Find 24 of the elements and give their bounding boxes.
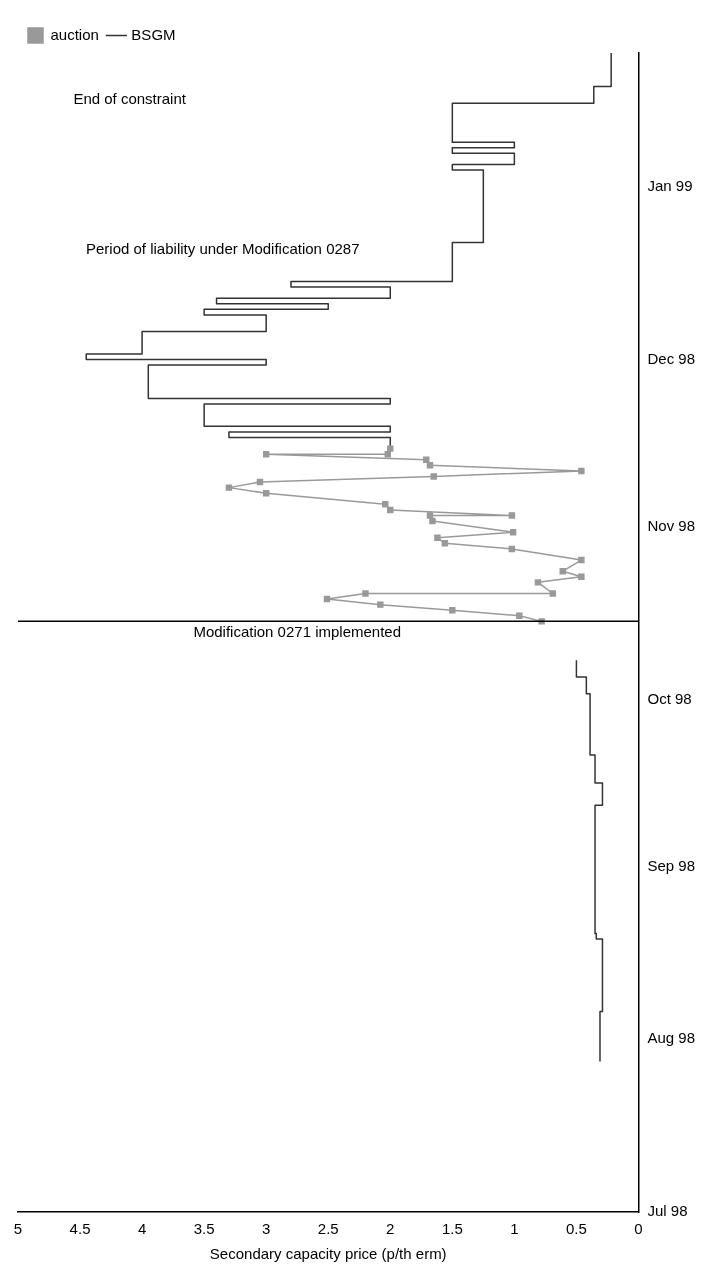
annotation: End of constraint <box>73 89 187 107</box>
x-tick-label: 1.5 <box>441 1220 463 1238</box>
x-tick-label: 5 <box>13 1220 23 1238</box>
y-tick-label: Aug 98 <box>647 1029 696 1047</box>
x-tick-label: 3.5 <box>193 1220 215 1238</box>
y-tick-label: Dec 98 <box>647 349 695 367</box>
x-tick-label: 2 <box>386 1220 395 1238</box>
x-tick-label: 4 <box>137 1220 147 1238</box>
x-tick-label: 0.5 <box>565 1220 587 1238</box>
y-tick-label: Nov 98 <box>647 516 695 534</box>
legend-label: auction <box>50 25 99 43</box>
y-tick-label: Oct 98 <box>647 689 692 707</box>
x-tick-label: 4.5 <box>69 1220 91 1238</box>
y-tick-label: Jan 99 <box>647 176 693 194</box>
x-tick-label: 0 <box>634 1220 643 1238</box>
y-tick-label: Jul 98 <box>647 1202 688 1220</box>
x-tick-label: 3 <box>262 1220 271 1238</box>
x-tick-label: 2.5 <box>317 1220 339 1238</box>
x-axis-title: Secondary capacity price (p/th erm) <box>209 1245 447 1263</box>
annotation: Period of liability under Modification 0287 <box>86 240 360 258</box>
x-tick-label: 1 <box>510 1220 519 1238</box>
annotation: Modification 0271 implemented <box>193 622 402 640</box>
legend-label: BSGM <box>131 25 176 43</box>
y-tick-label: Sep 98 <box>647 856 696 874</box>
